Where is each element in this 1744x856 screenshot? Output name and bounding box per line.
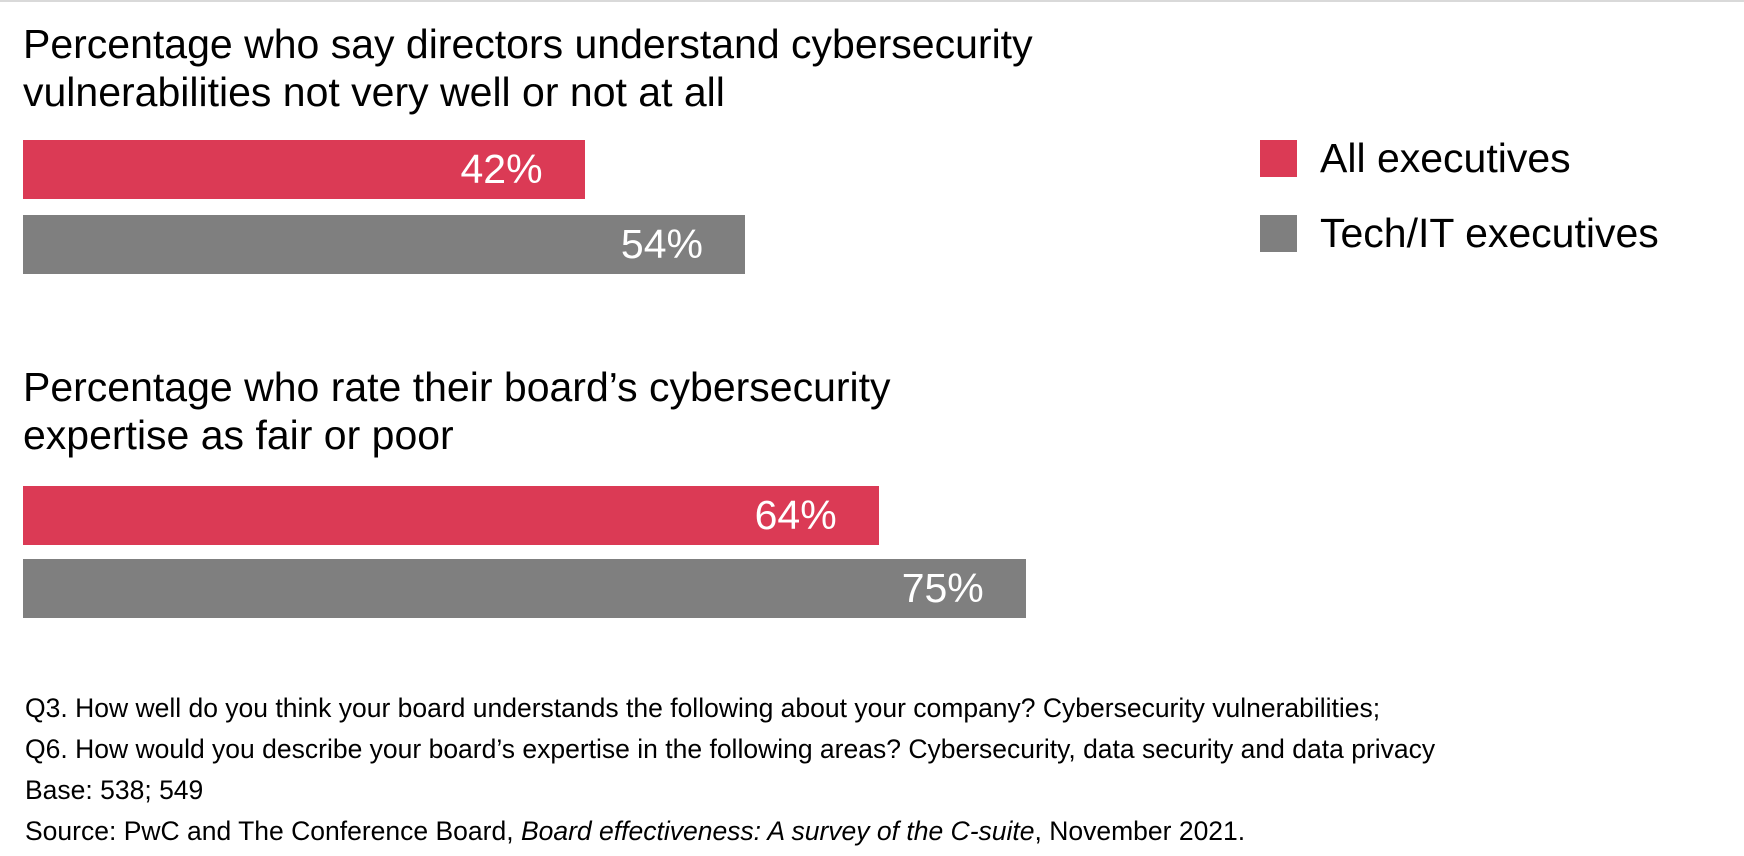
bar-chart2-all-executives: 64%: [23, 486, 879, 545]
bar-chart1-all-executives: 42%: [23, 140, 585, 199]
footnote-source: Source: PwC and The Conference Board, Bo…: [25, 811, 1435, 852]
source-prefix: Source: PwC and The Conference Board,: [25, 816, 521, 846]
bar-value-label: 75%: [901, 565, 984, 611]
chart-1-title-line-2: vulnerabilities not very well or not at …: [23, 69, 725, 115]
legend-swatch-gray: [1260, 215, 1297, 252]
top-divider: [0, 0, 1744, 2]
chart-1-title: Percentage who say directors understand …: [23, 20, 1173, 116]
source-suffix: , November 2021.: [1034, 816, 1246, 846]
footnote-base: Base: 538; 549: [25, 775, 204, 805]
footnotes: Q3. How well do you think your board und…: [25, 688, 1435, 852]
footnote-q3: Q3. How well do you think your board und…: [25, 693, 1381, 723]
bar-chart1-tech-it-executives: 54%: [23, 215, 745, 274]
bar-value-label: 64%: [754, 492, 837, 538]
chart-2-title-line-1: Percentage who rate their board’s cybers…: [23, 364, 891, 410]
chart-1-title-line-1: Percentage who say directors understand …: [23, 21, 1033, 67]
bar-chart2-tech-it-executives: 75%: [23, 559, 1026, 618]
bar-value-label: 54%: [620, 221, 703, 267]
source-title: Board effectiveness: A survey of the C-s…: [520, 816, 1035, 846]
footnote-q6: Q6. How would you describe your board’s …: [25, 734, 1436, 764]
chart-2-title-line-2: expertise as fair or poor: [23, 412, 454, 458]
chart-2-title: Percentage who rate their board’s cybers…: [23, 363, 1173, 459]
bar-value-label: 42%: [460, 146, 543, 192]
legend-swatch-red: [1260, 140, 1297, 177]
legend-label: All executives: [1320, 135, 1571, 181]
legend-label: Tech/IT executives: [1320, 210, 1659, 256]
